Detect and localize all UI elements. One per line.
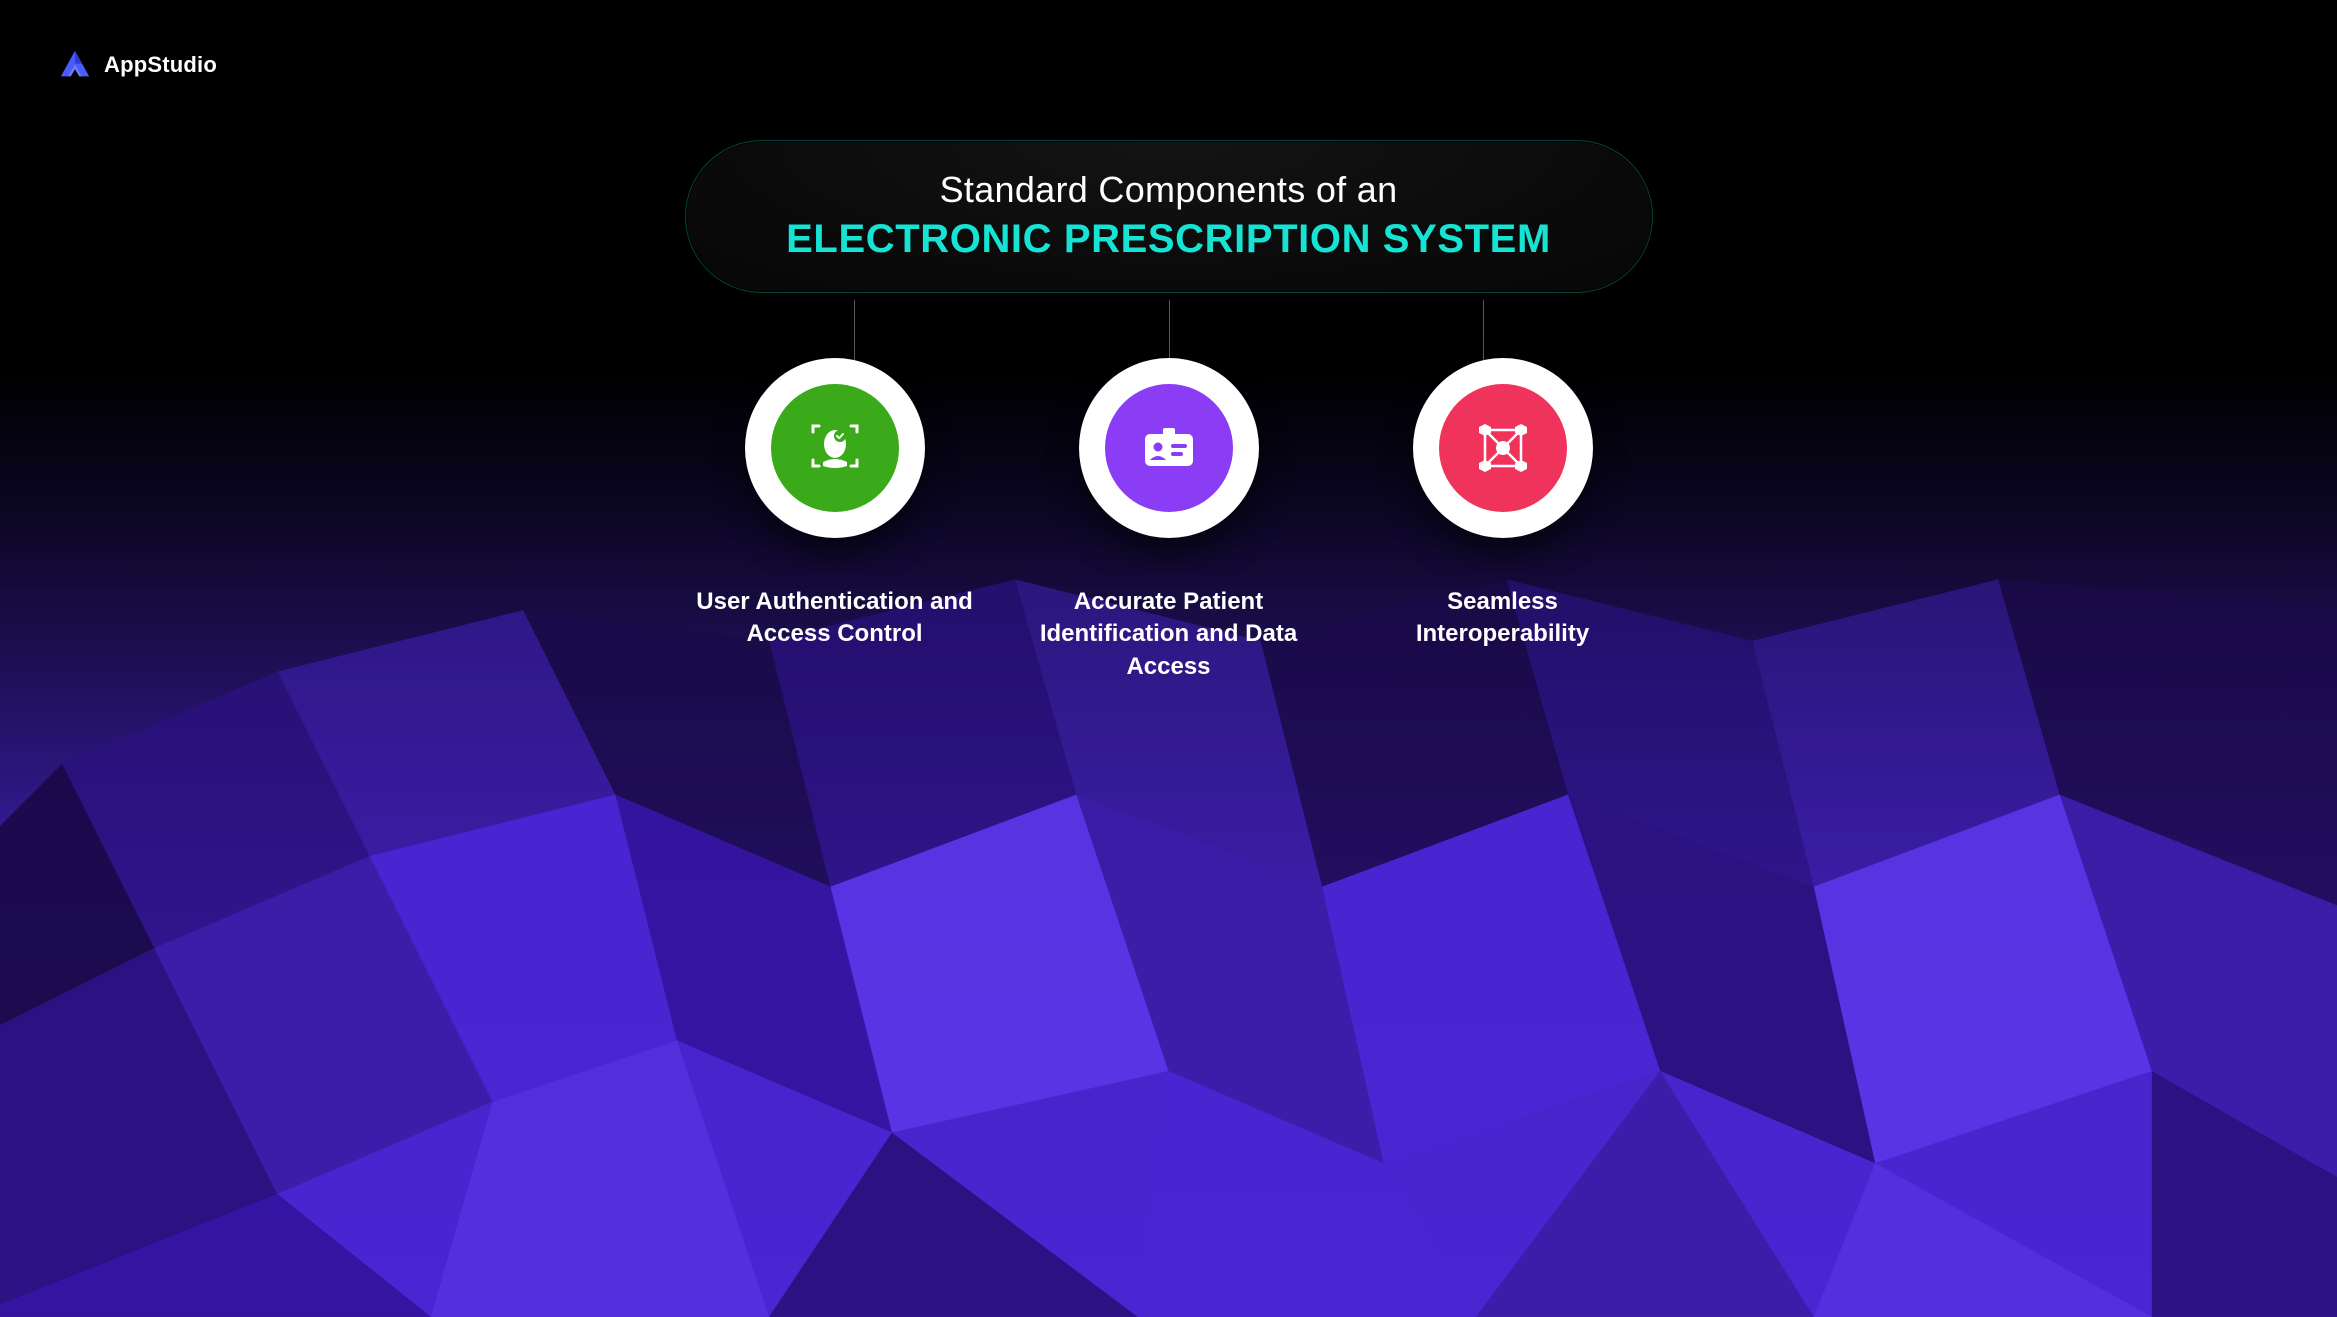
coin [1105, 384, 1233, 512]
component-row: User Authentication and Access Control A… [685, 358, 1653, 683]
medal [745, 358, 925, 538]
id-card-icon [1137, 416, 1201, 480]
brand-name: AppStudio [104, 52, 217, 78]
component-label: User Authentication and Access Control [695, 586, 975, 651]
component-interop: Seamless Interoperability [1353, 358, 1653, 683]
medal [1079, 358, 1259, 538]
component-auth: User Authentication and Access Control [685, 358, 985, 683]
medal [1413, 358, 1593, 538]
component-label: Seamless Interoperability [1363, 586, 1643, 651]
component-patient: Accurate Patient Identification and Data… [1019, 358, 1319, 683]
network-cubes-icon [1471, 416, 1535, 480]
title-line-1: Standard Components of an [726, 169, 1612, 211]
component-label: Accurate Patient Identification and Data… [1029, 586, 1309, 683]
title-line-2: ELECTRONIC PRESCRIPTION SYSTEM [726, 217, 1612, 262]
coin [771, 384, 899, 512]
stage: AppStudio Standard Components of an ELEC… [0, 0, 2337, 1317]
title-pill: Standard Components of an ELECTRONIC PRE… [685, 140, 1653, 293]
coin [1439, 384, 1567, 512]
appstudio-mark-icon [58, 48, 92, 82]
biometric-cam-icon [803, 416, 867, 480]
brand-logo: AppStudio [58, 48, 217, 82]
